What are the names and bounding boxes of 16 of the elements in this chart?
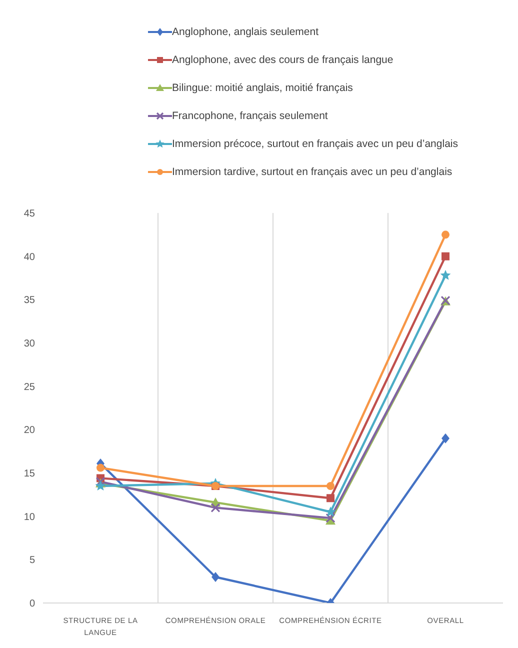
y-tick-label: 25 bbox=[24, 382, 36, 393]
y-tick-label: 40 bbox=[24, 252, 36, 263]
legend-label: Immersion tardive, surtout en français avec un peu d’anglais bbox=[172, 166, 452, 178]
legend-label: Francophone, français seulement bbox=[172, 110, 328, 122]
legend-label: Anglophone, avec des cours de français langue bbox=[172, 54, 394, 66]
y-tick-label: 45 bbox=[24, 208, 36, 220]
y-tick-label: 0 bbox=[29, 598, 36, 610]
y-tick-label: 20 bbox=[24, 425, 36, 436]
legend-label: Bilingue: moitié anglais, moitié français bbox=[172, 82, 353, 94]
y-tick-label: 10 bbox=[24, 512, 36, 523]
y-tick-label: 30 bbox=[24, 338, 36, 350]
y-tick-label: 5 bbox=[29, 555, 36, 566]
y-tick-label: 15 bbox=[24, 468, 36, 480]
legend-label: Immersion précoce, surtout en français avec un peu d’anglais bbox=[172, 138, 458, 150]
y-tick-label: 35 bbox=[24, 295, 36, 306]
legend-label: Anglophone, anglais seulement bbox=[172, 26, 319, 38]
